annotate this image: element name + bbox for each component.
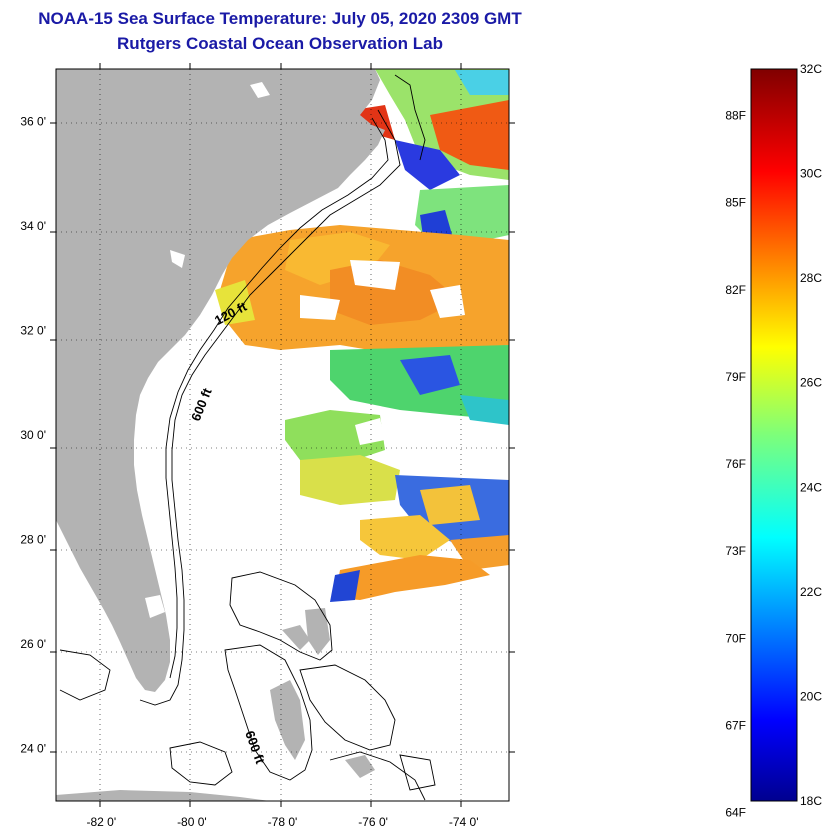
- colorbar-celsius-label: 26C: [800, 376, 822, 390]
- map-subtitle: Rutgers Coastal Ocean Observation Lab: [117, 34, 443, 53]
- latitude-labels: 36 0' 34 0' 32 0' 30 0' 28 0' 26 0' 24 0': [20, 114, 46, 755]
- colorbar-celsius-label: 20C: [800, 689, 822, 703]
- colorbar: [750, 68, 798, 802]
- map-title: NOAA-15 Sea Surface Temperature: July 05…: [38, 9, 522, 28]
- colorbar-celsius-label: 24C: [800, 480, 822, 494]
- lat-tick-label: 24 0': [20, 742, 46, 756]
- lon-tick-label: -82 0': [86, 815, 116, 829]
- lat-tick-label: 26 0': [20, 637, 46, 651]
- lat-tick-label: 30 0': [20, 428, 46, 442]
- longitude-labels: -82 0' -80 0' -78 0' -76 0' -74 0': [86, 815, 478, 829]
- colorbar-celsius-label: 30C: [800, 167, 822, 181]
- bathymetry-contours: [59, 74, 436, 801]
- colorbar-celsius-label: 28C: [800, 271, 822, 285]
- plot-frame: [55, 68, 510, 802]
- lon-tick-label: -76 0': [358, 815, 388, 829]
- colorbar-celsius-labels: 32C 30C 28C 26C 24C 22C 20C 18C: [800, 62, 822, 808]
- lat-tick-label: 36 0': [20, 114, 46, 128]
- colorbar-fahrenheit-label: 82F: [725, 283, 746, 297]
- land-layer: [56, 69, 385, 801]
- lat-tick-label: 28 0': [20, 533, 46, 547]
- frame-ticks: [50, 63, 515, 807]
- lon-tick-label: -78 0': [268, 815, 298, 829]
- lon-tick-label: -74 0': [449, 815, 479, 829]
- colorbar-fahrenheit-label: 73F: [725, 544, 746, 558]
- graticule: [56, 69, 509, 801]
- colorbar-fahrenheit-label: 88F: [725, 108, 746, 122]
- lat-tick-label: 34 0': [20, 219, 46, 233]
- lon-tick-label: -80 0': [177, 815, 207, 829]
- colorbar-celsius-label: 32C: [800, 62, 822, 76]
- colorbar-celsius-label: 18C: [800, 794, 822, 808]
- colorbar-fahrenheit-label: 70F: [725, 631, 746, 645]
- colorbar-fahrenheit-label: 64F: [725, 806, 746, 820]
- colorbar-fahrenheit-label: 85F: [725, 196, 746, 210]
- lat-tick-label: 32 0': [20, 323, 46, 337]
- colorbar-fahrenheit-label: 76F: [725, 457, 746, 471]
- colorbar-fahrenheit-label: 79F: [725, 370, 746, 384]
- colorbar-celsius-label: 22C: [800, 585, 822, 599]
- colorbar-fahrenheit-label: 67F: [725, 718, 746, 732]
- colorbar-fahrenheit-labels: 88F 85F 82F 79F 76F 73F 70F 67F 64F: [725, 108, 746, 819]
